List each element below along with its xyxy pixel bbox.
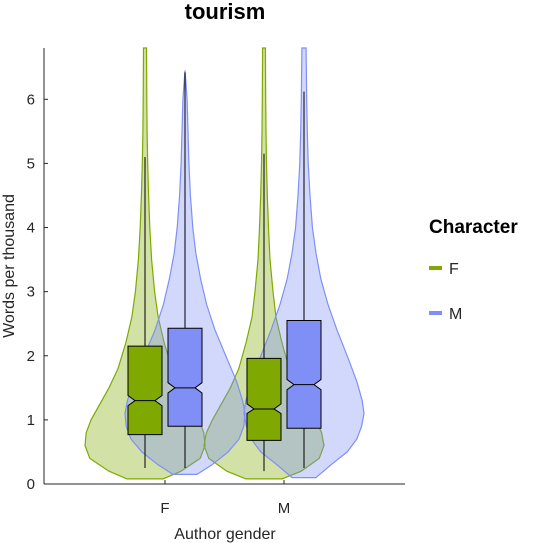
- legend-title: Character: [429, 217, 518, 238]
- y-tick-label: 4: [27, 220, 35, 237]
- chart-title: tourism: [185, 0, 266, 24]
- plot-area: [84, 47, 365, 480]
- y-tick-label: 2: [27, 348, 35, 365]
- y-ticks: 0 1 2 3 4 5 6: [27, 91, 48, 493]
- y-axis-label: Words per thousand: [1, 194, 18, 338]
- y-tick-label: 5: [27, 155, 35, 172]
- axes: [43, 48, 405, 485]
- legend-label-m: M: [449, 306, 462, 323]
- box-m-m: [286, 320, 322, 429]
- y-tick-label: 6: [27, 91, 35, 108]
- y-tick-label: 1: [27, 412, 35, 429]
- x-tick-label: M: [278, 500, 291, 517]
- x-tick-label: F: [160, 500, 169, 517]
- y-tick-label: 3: [27, 284, 35, 301]
- y-tick-label: 0: [27, 476, 35, 493]
- box-f-m: [246, 357, 282, 441]
- x-axis-label: Author gender: [174, 526, 276, 543]
- legend-label-f: F: [449, 261, 459, 278]
- box-m-f: [167, 327, 203, 427]
- legend-items: FM: [429, 261, 462, 323]
- legend: Character FM: [429, 217, 518, 323]
- box-f-f: [127, 345, 163, 436]
